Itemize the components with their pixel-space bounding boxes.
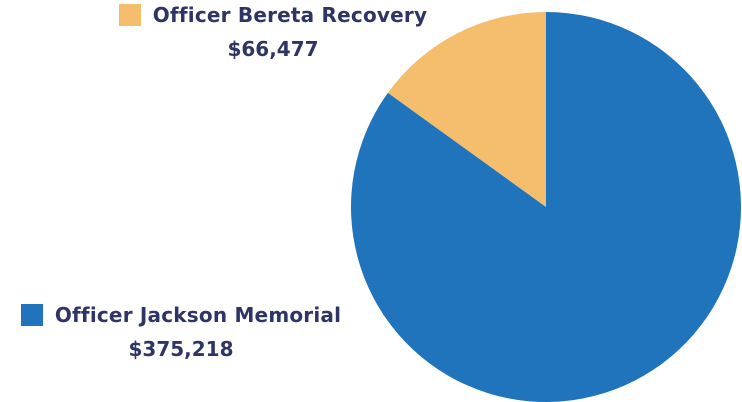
data-label-bereta: $66,477 (227, 37, 319, 61)
legend-label-jackson: Officer Jackson Memorial (54, 303, 342, 327)
data-label-jackson: $375,218 (128, 337, 234, 361)
legend-item-bereta: Officer Bereta Recovery $66,477 (108, 3, 438, 61)
pie-slices (351, 12, 742, 402)
legend-swatch-jackson (20, 304, 43, 326)
legend-item-jackson: Officer Jackson Memorial $375,218 (6, 303, 356, 361)
pie-slice-bereta (387, 12, 546, 207)
legend-label-bereta: Officer Bereta Recovery (152, 3, 428, 27)
legend-swatch-bereta (118, 4, 141, 26)
pie-slice-jackson (351, 12, 742, 402)
